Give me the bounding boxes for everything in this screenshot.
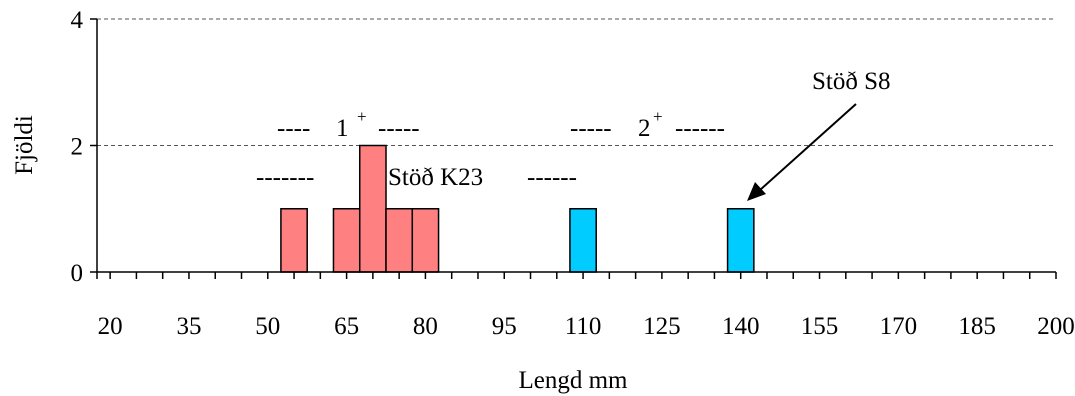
- k23-dashes-left: -------: [256, 164, 314, 191]
- bar: [385, 208, 414, 273]
- x-axis-title: Lengd mm: [518, 367, 628, 394]
- age1-dashes-left: ----: [277, 115, 310, 142]
- x-tick-label: 125: [643, 313, 681, 340]
- age2-label: 2: [638, 115, 651, 142]
- k23-dashes-right: ------: [527, 164, 577, 191]
- y-tick-label: 0: [71, 260, 84, 287]
- s8-label: Stöð S8: [812, 68, 891, 95]
- axes: [90, 18, 1057, 279]
- s8-arrow-line: [759, 103, 857, 191]
- x-tick-label: 110: [565, 313, 602, 340]
- x-tick-label: 95: [492, 313, 517, 340]
- x-tick-label: 200: [1037, 313, 1075, 340]
- y-tick-label: 4: [71, 7, 84, 34]
- x-tick-label: 170: [880, 313, 918, 340]
- x-tick-label: 20: [98, 313, 123, 340]
- s8-arrowhead: [747, 182, 766, 201]
- bars: [280, 144, 755, 273]
- tick-labels: 0 2 4 20 35 50 65 80 95 110 125 140 155 170 185 200: [71, 7, 1075, 340]
- x-tick-label: 140: [722, 313, 760, 340]
- age1-superscript: +: [357, 107, 367, 126]
- k23-label: Stöð K23: [388, 164, 483, 191]
- y-tick-label: 2: [71, 134, 84, 161]
- grid-lines: [97, 18, 1056, 146]
- bar: [358, 144, 387, 273]
- x-tick-label: 185: [958, 313, 996, 340]
- x-tick-label: 50: [255, 313, 280, 340]
- age2-dashes-right: ------: [675, 115, 725, 142]
- x-tick-label: 35: [176, 313, 201, 340]
- age2-dashes-left: -----: [570, 115, 612, 142]
- age1-label: 1: [336, 115, 349, 142]
- x-tick-label: 80: [413, 313, 438, 340]
- age2-superscript: +: [653, 107, 663, 126]
- x-tick-label: 65: [334, 313, 359, 340]
- bar: [569, 208, 597, 273]
- bar: [411, 208, 440, 273]
- bar: [280, 208, 308, 273]
- bar: [726, 208, 755, 273]
- bar: [332, 208, 361, 273]
- age1-dashes-right: -----: [378, 115, 420, 142]
- y-axis-title: Fjöldi: [11, 115, 38, 175]
- x-tick-label: 155: [801, 313, 839, 340]
